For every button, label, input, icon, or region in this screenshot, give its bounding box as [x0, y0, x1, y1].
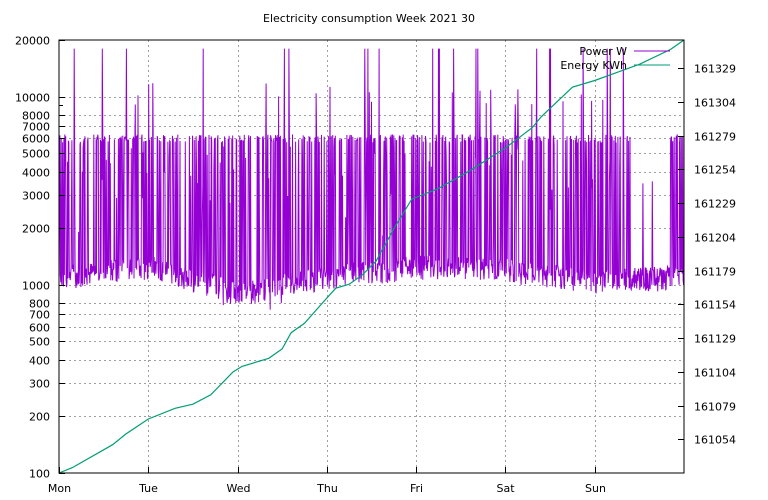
- legend-label-power: Power W: [579, 45, 627, 58]
- energy-line: [58, 39, 685, 474]
- y-right-tick-label: 161329: [694, 63, 736, 76]
- y-left-tick-label: 4000: [22, 167, 50, 180]
- legend: Power W Energy KWh: [560, 45, 670, 72]
- legend-label-energy: Energy KWh: [560, 59, 627, 72]
- y-left-tick-label: 500: [29, 336, 50, 349]
- y-left-tick-label: 800: [29, 298, 50, 311]
- chart-title: Electricity consumption Week 2021 30: [263, 12, 475, 25]
- y-right-tick-label: 161104: [694, 367, 736, 380]
- x-tick-label: Fri: [410, 482, 423, 495]
- y-right-tick-label: 161254: [694, 164, 736, 177]
- y-right-tick-label: 161154: [694, 299, 736, 312]
- x-tick-label: Mon: [48, 482, 71, 495]
- y-left-tick-label: 20000: [15, 35, 50, 48]
- y-left-tick-label: 300: [29, 378, 50, 391]
- y-right-tick-label: 161129: [694, 333, 736, 346]
- energy-series: [58, 39, 685, 474]
- y-left-tick-label: 5000: [22, 148, 50, 161]
- x-tick-label: Wed: [227, 482, 251, 495]
- y-left-tick-label: 700: [29, 309, 50, 322]
- power-series: [58, 48, 685, 310]
- y-left-tick-label: 8000: [22, 110, 50, 123]
- y-left-tick-label: 10000: [15, 92, 50, 105]
- y-left-tick-label: 7000: [22, 121, 50, 134]
- y-right-tick-label: 161279: [694, 131, 736, 144]
- y-left-tick-label: 1000: [22, 280, 50, 293]
- y-right-tick-label: 161304: [694, 97, 736, 110]
- y-left-tick-label: 2000: [22, 223, 50, 236]
- y-right-tick-label: 161079: [694, 401, 736, 414]
- y-left-tick-label: 400: [29, 355, 50, 368]
- y-right-tick-label: 161204: [694, 232, 736, 245]
- y-left-tick-label: 100: [29, 468, 50, 481]
- x-tick-label: Sun: [585, 482, 606, 495]
- y-right-tick-label: 161054: [694, 434, 736, 447]
- y-left-tick-label: 6000: [22, 133, 50, 146]
- y-left-tick-label: 3000: [22, 190, 50, 203]
- x-tick-label: Thu: [316, 482, 338, 495]
- plot-frame: [58, 39, 685, 474]
- y-right-tick-label: 161179: [694, 266, 736, 279]
- power-line: [58, 48, 685, 310]
- x-tick-label: Sat: [496, 482, 515, 495]
- y-left-tick-label: 200: [29, 411, 50, 424]
- y-left-tick-label: 600: [29, 322, 50, 335]
- x-ticks: Mon Tue Wed Thu Fri Sat Sun: [48, 467, 606, 495]
- y-right-tick-label: 161229: [694, 198, 736, 211]
- x-tick-label: Tue: [138, 482, 158, 495]
- y-right-ticks: 161054 161079 161104 161129 161154 161179 1612…: [678, 63, 736, 447]
